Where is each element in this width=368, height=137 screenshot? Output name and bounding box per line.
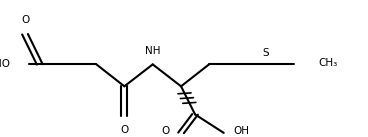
Text: OH: OH bbox=[234, 126, 250, 136]
Text: S: S bbox=[262, 48, 269, 58]
Text: NH: NH bbox=[145, 46, 160, 56]
Text: O: O bbox=[21, 15, 29, 25]
Text: HO: HO bbox=[0, 59, 10, 69]
Text: O: O bbox=[120, 125, 128, 135]
Text: O: O bbox=[161, 126, 169, 136]
Text: CH₃: CH₃ bbox=[318, 58, 337, 68]
